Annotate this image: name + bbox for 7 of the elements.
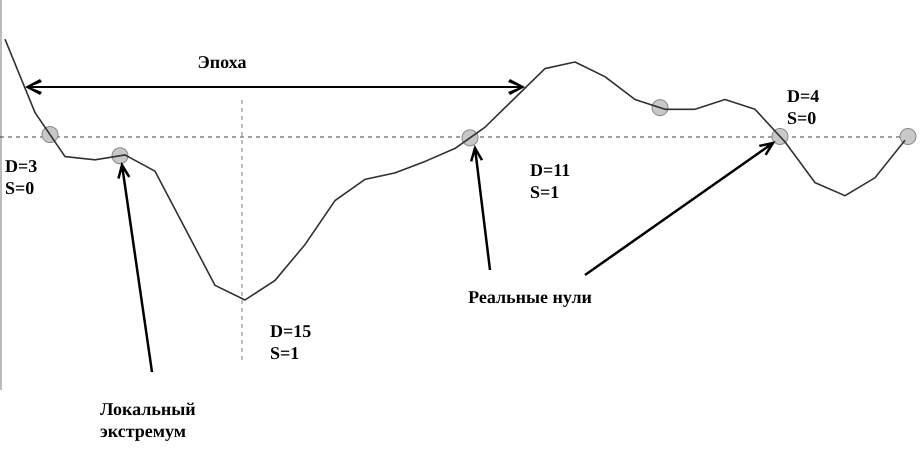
annotation: D=11 S=1 — [530, 160, 570, 202]
text: D=15 S=1 — [270, 321, 312, 363]
annotation: D=3 S=0 — [5, 156, 38, 198]
annotation: Эпоха — [198, 52, 246, 72]
annotation: Реальные нули — [468, 287, 592, 307]
annotation: D=4 S=0 — [787, 86, 820, 128]
text: Локальный экстремум — [100, 399, 196, 441]
